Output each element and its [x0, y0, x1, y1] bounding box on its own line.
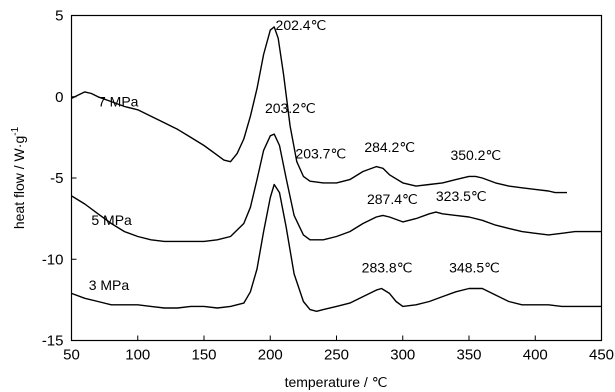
x-tick-label: 100 — [125, 347, 150, 364]
series-line-5-mpa — [71, 133, 602, 243]
x-tick-label: 400 — [523, 347, 548, 364]
x-axis-label: temperature / ℃ — [285, 374, 388, 390]
axis-ticks — [71, 15, 602, 341]
x-tick-label: 50 — [63, 347, 80, 364]
x-tick-label: 150 — [191, 347, 216, 364]
x-tick-label: 300 — [390, 347, 415, 364]
annotation-label: 283.8℃ — [362, 259, 413, 275]
y-tick-label: 0 — [55, 89, 63, 106]
annotation-label: 284.2℃ — [364, 139, 415, 155]
x-tick-label: 250 — [324, 347, 349, 364]
annotation-label: 203.2℃ — [265, 100, 316, 116]
y-tick-label: -5 — [50, 170, 63, 187]
y-axis-label: heat flow / W·g-1 — [10, 126, 27, 229]
annotation-label: 350.2℃ — [450, 147, 501, 163]
y-tick-label: 5 — [55, 8, 63, 25]
annotation-label: 348.5℃ — [449, 259, 500, 275]
annotation-label: 323.5℃ — [436, 188, 487, 204]
y-axis-label-main: heat flow / W·g — [11, 136, 27, 229]
annotation-label: 287.4℃ — [367, 191, 418, 207]
annotation-label: 5 MPa — [91, 212, 132, 228]
plot-frame — [70, 14, 603, 342]
annotation-label: 7 MPa — [98, 94, 139, 110]
annotation-label: 202.4℃ — [276, 17, 327, 33]
x-tick-label: 350 — [456, 347, 481, 364]
annotations: 202.4℃ 203.2℃ 203.7℃ 284.2℃ 350.2℃ 287.4℃ 323.… — [89, 17, 501, 293]
series-line-3-mpa — [71, 183, 602, 312]
y-tick-label: -10 — [42, 251, 64, 268]
series-lines — [71, 26, 602, 312]
series-line-7-mpa — [71, 26, 567, 194]
x-tick-label: 450 — [589, 347, 614, 364]
x-tick-label: 200 — [258, 347, 283, 364]
y-axis-label-sup: -1 — [10, 126, 21, 135]
y-tick-label: -15 — [42, 333, 64, 350]
annotation-label: 3 MPa — [89, 277, 130, 293]
annotation-label: 203.7℃ — [295, 146, 346, 162]
